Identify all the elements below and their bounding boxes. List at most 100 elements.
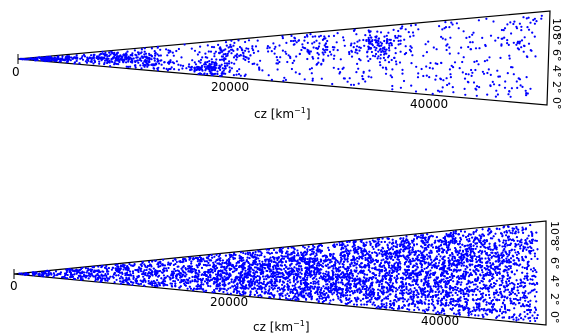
galaxy-point	[526, 26, 529, 29]
galaxy-point	[297, 39, 300, 42]
galaxy-point	[182, 64, 185, 67]
galaxy-point	[508, 90, 511, 93]
galaxy-point	[379, 41, 382, 44]
galaxy-point	[144, 52, 148, 55]
galaxy-point	[385, 48, 388, 51]
galaxy-point	[467, 45, 470, 49]
galaxy-point	[141, 62, 145, 65]
galaxy-point	[237, 73, 241, 76]
galaxy-point	[210, 69, 214, 72]
galaxy-point	[500, 28, 503, 32]
galaxy-point	[218, 51, 221, 55]
galaxy-point	[166, 54, 169, 57]
galaxy-point	[93, 59, 96, 62]
galaxy-point	[375, 47, 378, 50]
galaxy-point	[332, 66, 335, 69]
galaxy-point	[91, 57, 94, 60]
galaxy-point	[68, 58, 71, 61]
galaxy-point	[120, 57, 123, 60]
galaxy-point	[492, 20, 495, 23]
galaxy-point	[61, 55, 64, 58]
galaxy-point	[110, 57, 113, 61]
galaxy-point	[306, 50, 309, 53]
galaxy-point	[392, 39, 396, 42]
galaxy-point	[471, 71, 474, 74]
galaxy-point	[485, 17, 488, 20]
galaxy-point	[211, 61, 214, 64]
galaxy-point	[223, 62, 226, 65]
galaxy-point	[495, 89, 498, 92]
galaxy-point	[525, 55, 529, 58]
galaxy-point	[222, 69, 225, 72]
galaxy-point	[177, 47, 180, 51]
galaxy-point	[140, 55, 143, 58]
galaxy-point	[401, 25, 404, 28]
galaxy-point	[449, 36, 452, 39]
galaxy-point	[226, 64, 229, 67]
galaxy-point	[233, 41, 236, 45]
galaxy-point	[171, 51, 174, 54]
galaxy-point	[507, 43, 510, 47]
galaxy-point	[348, 77, 351, 80]
galaxy-point	[283, 76, 286, 79]
galaxy-point	[83, 55, 87, 58]
galaxy-point	[81, 58, 85, 61]
galaxy-point	[298, 52, 301, 56]
galaxy-point	[207, 64, 210, 67]
galaxy-point	[118, 55, 121, 59]
galaxy-point	[379, 64, 382, 67]
galaxy-point	[197, 60, 200, 63]
galaxy-point	[535, 20, 538, 23]
galaxy-point	[145, 55, 148, 58]
galaxy-point	[460, 46, 463, 49]
galaxy-point	[72, 57, 75, 60]
galaxy-point	[343, 77, 346, 80]
galaxy-point	[501, 37, 504, 40]
galaxy-point	[220, 58, 224, 61]
galaxy-point	[410, 62, 413, 65]
galaxy-point	[317, 45, 321, 48]
galaxy-point	[356, 52, 359, 55]
galaxy-point	[281, 37, 284, 40]
galaxy-point	[415, 65, 418, 68]
galaxy-point	[281, 35, 284, 38]
galaxy-point	[213, 64, 216, 67]
galaxy-point	[284, 78, 287, 81]
galaxy-point	[522, 50, 525, 53]
galaxy-point	[409, 35, 412, 38]
galaxy-point	[520, 39, 524, 42]
galaxy-point	[224, 41, 228, 44]
galaxy-point	[113, 53, 116, 56]
galaxy-point	[461, 71, 464, 74]
galaxy-point	[220, 63, 223, 66]
galaxy-point	[298, 72, 301, 75]
galaxy-point	[377, 42, 380, 45]
galaxy-point	[357, 82, 360, 85]
galaxy-point	[333, 54, 336, 57]
galaxy-point	[321, 51, 324, 54]
galaxy-point	[494, 95, 497, 98]
galaxy-point	[276, 68, 279, 71]
galaxy-point	[503, 86, 507, 89]
galaxy-point	[208, 60, 211, 63]
galaxy-point	[431, 67, 434, 70]
galaxy-point	[496, 69, 499, 72]
galaxy-point	[425, 74, 428, 77]
galaxy-point	[224, 48, 227, 51]
galaxy-point	[158, 62, 161, 65]
galaxy-point	[191, 59, 194, 62]
scatter-points	[18, 224, 539, 322]
galaxy-point	[352, 29, 356, 32]
galaxy-point	[175, 60, 178, 63]
galaxy-point	[107, 60, 110, 63]
galaxy-point	[253, 62, 256, 65]
galaxy-point	[97, 56, 100, 59]
galaxy-point	[66, 60, 69, 63]
galaxy-point	[403, 38, 406, 41]
galaxy-point	[429, 61, 432, 65]
galaxy-point	[374, 39, 377, 42]
galaxy-point	[163, 61, 166, 64]
galaxy-point	[475, 85, 479, 88]
galaxy-point	[159, 59, 162, 62]
